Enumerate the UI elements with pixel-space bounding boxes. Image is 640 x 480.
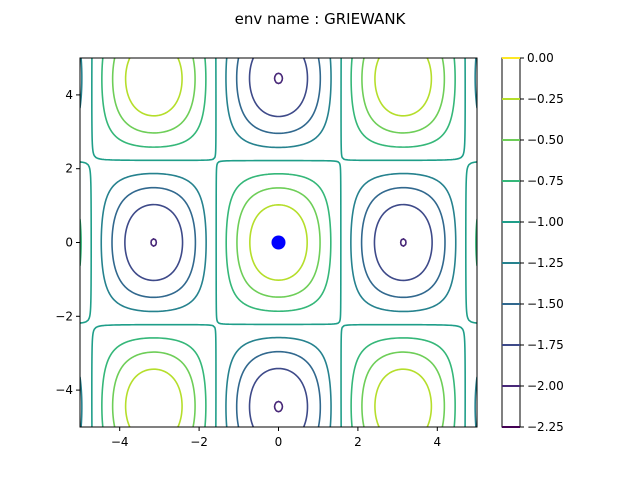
- x-tick-label: 0: [275, 435, 283, 449]
- contour-level-1: [150, 72, 407, 413]
- minimum-marker: [271, 235, 286, 250]
- colorbar-tick-label: −1.75: [527, 338, 564, 352]
- contour-level-8: [124, 58, 433, 427]
- colorbar-tick-label: −0.50: [527, 133, 564, 147]
- x-tick-label: 2: [354, 435, 362, 449]
- x-tick-label: −4: [111, 435, 129, 449]
- colorbar-tick-label: 0.00: [527, 51, 554, 65]
- colorbar-tick-label: −1.00: [527, 215, 564, 229]
- y-tick-label: 4: [65, 88, 73, 102]
- colorbar-tick-label: −1.50: [527, 297, 564, 311]
- colorbar-tick-label: −2.00: [527, 379, 564, 393]
- contour-level-5: [80, 58, 477, 427]
- x-axis: −4 −2 0 2 4: [111, 427, 441, 449]
- y-tick-label: −2: [55, 309, 73, 323]
- y-axis: −4 −2 0 2 4: [55, 88, 80, 397]
- contour-level-2: [124, 58, 433, 427]
- colorbar-tick-label: −2.25: [527, 420, 564, 434]
- colorbar-tick-label: −0.75: [527, 174, 564, 188]
- y-tick-label: 0: [65, 236, 73, 250]
- contour-level-7: [111, 58, 446, 427]
- colorbar-frame: [501, 57, 521, 428]
- y-tick-label: 2: [65, 162, 73, 176]
- x-tick-label: 4: [433, 435, 441, 449]
- colorbar-tick-label: −0.25: [527, 92, 564, 106]
- x-tick-label: −2: [190, 435, 208, 449]
- colorbar-tick-label: −1.25: [527, 256, 564, 270]
- contour-level-3: [111, 58, 446, 427]
- colorbar: −2.25 −2.00 −1.75 −1.50 −1.25 −1.00 −0.75 −0.50…: [501, 51, 564, 434]
- plot-area: −4 −2 0 2 4 −4 −2 0 2 4: [55, 57, 478, 449]
- y-tick-label: −4: [55, 383, 73, 397]
- chart-title: env name : GRIEWANK: [235, 10, 407, 28]
